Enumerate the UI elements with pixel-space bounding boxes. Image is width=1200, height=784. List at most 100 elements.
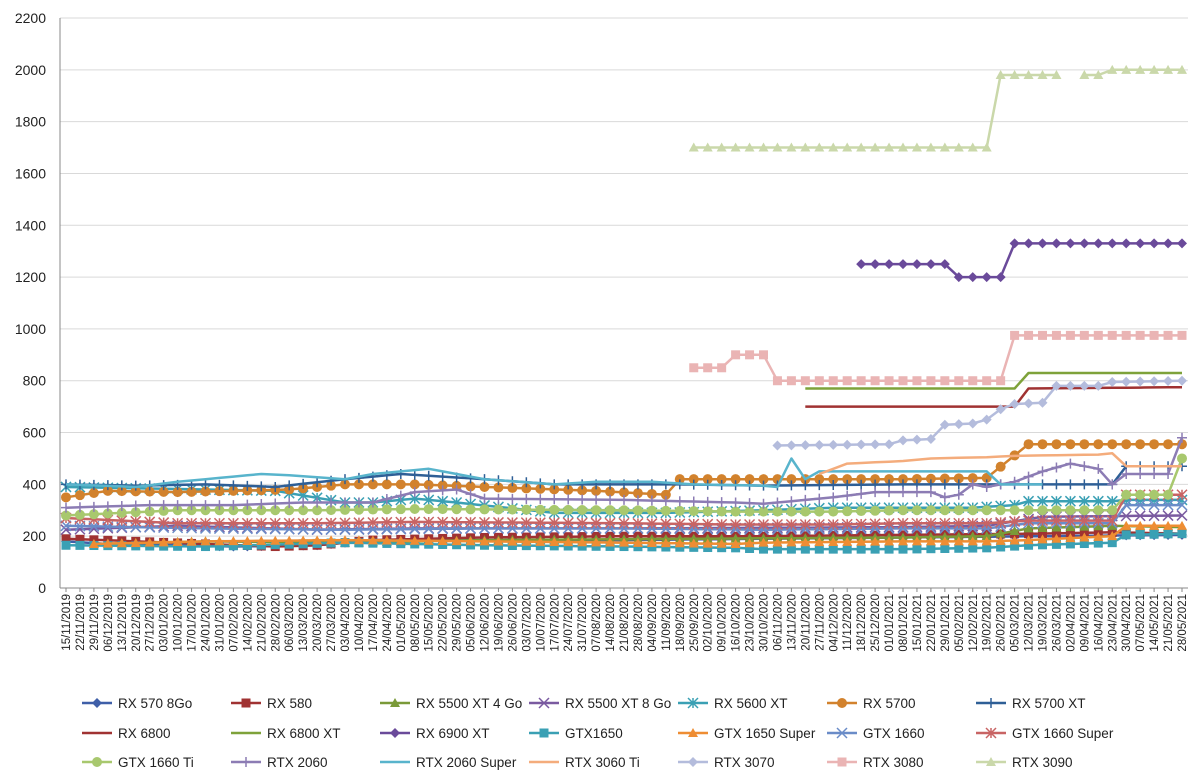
x-tick-label: 12/06/2020: [480, 594, 492, 652]
data-point: [340, 504, 350, 515]
data-point: [1177, 64, 1187, 74]
data-point: [674, 505, 685, 516]
y-tick-label: 1200: [15, 269, 46, 285]
data-point: [1135, 238, 1146, 249]
data-point: [130, 500, 141, 511]
x-tick-label: 13/03/2020: [298, 594, 310, 652]
data-point: [130, 515, 142, 527]
data-point: [898, 536, 908, 546]
data-point: [716, 518, 728, 530]
data-point: [1177, 432, 1187, 443]
data-point: [856, 474, 867, 485]
data-point: [870, 439, 881, 450]
x-tick-label: 19/06/2020: [493, 594, 505, 652]
data-point: [926, 376, 936, 386]
data-point: [1135, 439, 1146, 450]
y-tick-labels: 0 200 400 600 800 1000 1200 1400 1600 1800 2000 220…: [15, 10, 46, 596]
data-point: [1079, 479, 1090, 490]
data-point: [158, 537, 169, 547]
data-point: [1065, 528, 1075, 538]
data-point: [800, 440, 811, 451]
data-point: [298, 478, 309, 489]
x-tick-label: 29/05/2020: [452, 594, 464, 652]
data-point: [995, 70, 1006, 79]
series-rtx-2060-super: [65, 457, 1043, 489]
legend-marker-icon: [985, 727, 997, 739]
data-point: [953, 517, 965, 529]
data-point: [786, 537, 797, 547]
y-tick-label: 800: [23, 373, 47, 389]
data-point: [172, 537, 183, 547]
data-point: [660, 523, 672, 535]
data-point: [744, 518, 756, 531]
data-point: [745, 543, 755, 553]
data-point: [172, 505, 183, 516]
data-point: [270, 505, 281, 516]
data-point: [745, 350, 755, 360]
data-point: [492, 516, 504, 528]
data-point: [451, 484, 462, 495]
data-point: [479, 481, 490, 492]
data-point: [1038, 529, 1047, 539]
data-point: [1149, 330, 1159, 340]
data-point: [1107, 439, 1118, 450]
data-point: [478, 516, 491, 528]
data-point: [437, 485, 448, 496]
data-point: [1106, 515, 1118, 527]
data-point: [270, 498, 281, 509]
legend-label: RTX 3070: [714, 755, 775, 770]
data-point: [619, 505, 629, 516]
data-point: [576, 517, 588, 529]
data-point: [437, 535, 448, 545]
data-point: [953, 505, 964, 516]
data-point: [870, 487, 881, 498]
legend-label: RX 6800 XT: [267, 726, 341, 741]
data-point: [1037, 238, 1048, 249]
data-point: [660, 505, 671, 516]
x-tick-label: 12/02/2021: [968, 594, 980, 652]
data-point: [423, 486, 434, 497]
legend-item-rtx-3070: RTX 3070: [678, 755, 775, 770]
x-tick-label: 14/05/2021: [1149, 594, 1161, 652]
data-point: [1051, 380, 1062, 391]
data-point: [577, 505, 588, 516]
data-point: [981, 505, 992, 516]
series-rx-6900-xt: [856, 238, 1187, 283]
x-tick-label: 24/01/2020: [201, 594, 213, 652]
data-point: [940, 543, 950, 553]
y-tick-label: 200: [23, 528, 47, 544]
data-point: [898, 259, 908, 270]
data-point: [730, 538, 741, 548]
x-tick-label: 31/07/2020: [577, 594, 589, 652]
data-point: [605, 537, 616, 547]
data-point: [786, 142, 797, 152]
legend-item-rx-6900-xt: RX 6900 XT: [380, 726, 490, 741]
data-point: [577, 479, 588, 490]
data-point: [1051, 439, 1062, 450]
data-point: [967, 142, 978, 152]
data-point: [925, 434, 936, 445]
data-point: [1079, 461, 1090, 472]
x-tick-label: 22/11/2019: [75, 594, 87, 651]
data-point: [688, 523, 700, 535]
data-point: [884, 376, 894, 386]
data-point: [1176, 509, 1188, 521]
data-point: [911, 142, 922, 152]
data-point: [521, 494, 532, 505]
x-tick-label: 03/04/2020: [340, 594, 352, 652]
data-point: [702, 518, 714, 530]
legend-label: RX 5600 XT: [714, 696, 788, 711]
data-point: [381, 479, 392, 490]
data-point: [74, 490, 85, 501]
data-point: [1010, 330, 1020, 340]
data-point: [353, 504, 364, 515]
data-point: [856, 142, 867, 152]
data-point: [814, 440, 825, 451]
data-point: [1107, 330, 1117, 340]
data-point: [702, 142, 713, 152]
data-point: [1023, 535, 1034, 545]
data-point: [1065, 458, 1076, 469]
y-tick-label: 1400: [15, 217, 46, 233]
data-point: [201, 542, 210, 552]
data-point: [828, 537, 839, 547]
